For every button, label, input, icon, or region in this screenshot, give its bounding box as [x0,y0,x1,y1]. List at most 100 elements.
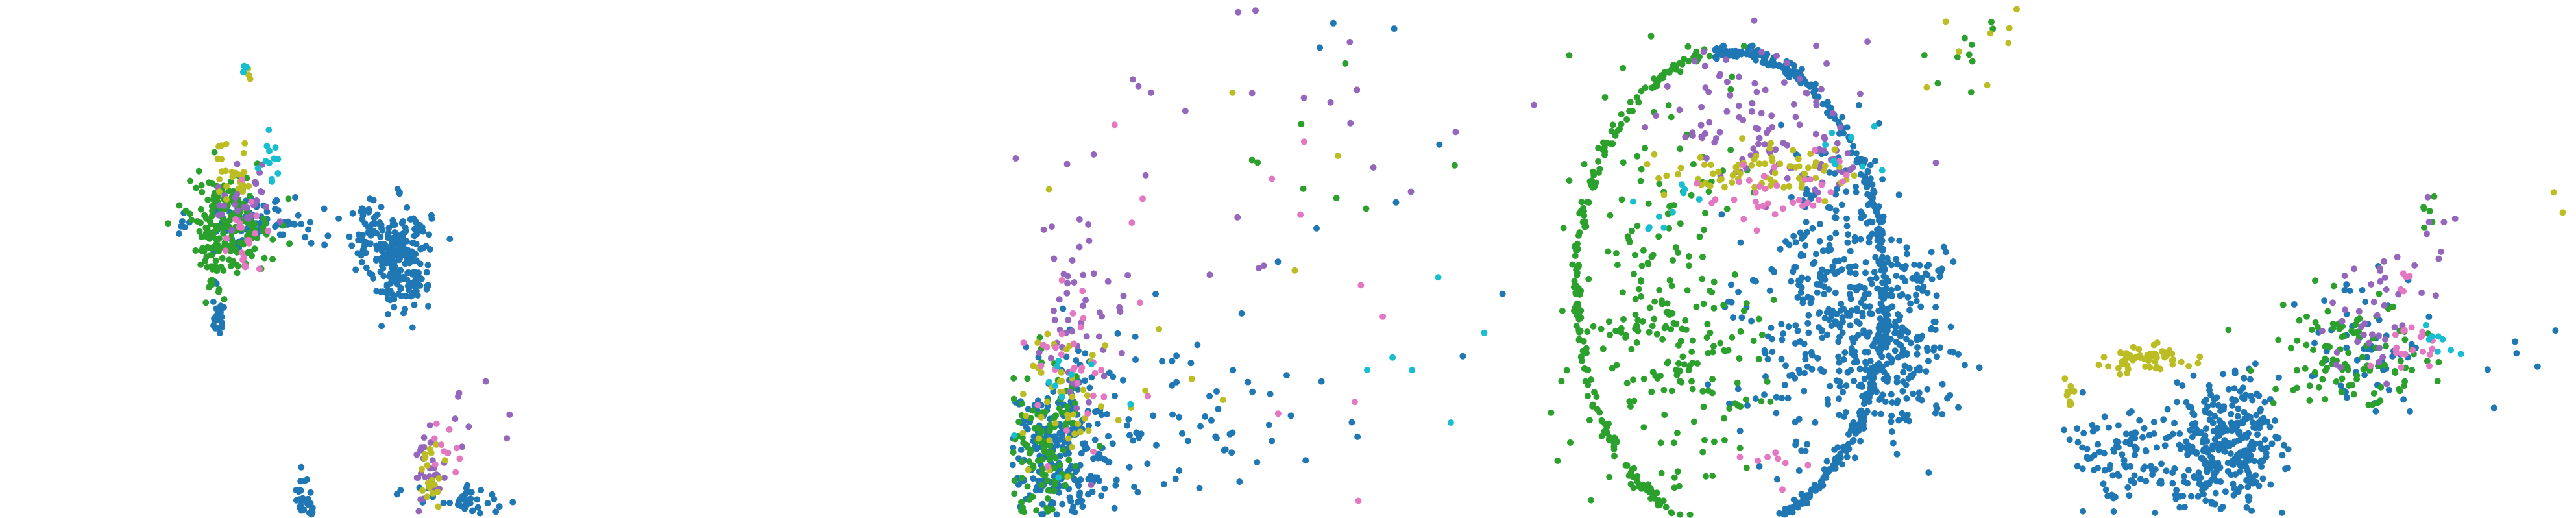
scatter-point [209,281,215,288]
scatter-point [476,510,483,517]
scatter-point [2183,399,2190,406]
scatter-point [2439,336,2446,343]
scatter-point [1065,435,1072,442]
scatter-point [393,491,400,498]
scatter-point [1101,485,1108,492]
scatter-point [2202,497,2209,504]
scatter-point [1798,184,1805,191]
scatter-point [2381,362,2388,369]
scatter-point [2365,339,2372,347]
scatter-point [1647,32,1655,40]
scatter-point [1274,258,1282,265]
scatter-point [1852,270,1859,277]
scatter-point [1795,467,1803,474]
scatter-point [1914,271,1920,278]
scatter-point [1435,274,1442,281]
scatter-point [1828,323,1835,330]
scatter-point [226,256,233,264]
scatter-point [2381,274,2388,281]
scatter-point [1702,210,1708,217]
scatter-point [1145,393,1151,400]
scatter-point [2152,509,2159,516]
scatter-point [2119,451,2126,458]
scatter-point [2321,297,2328,304]
scatter-point [1700,403,1707,410]
scatter-point [1699,449,1707,456]
scatter-point [2343,281,2350,288]
scatter-point [2398,351,2405,358]
scatter-point [1644,161,1651,167]
scatter-point [1944,395,1950,402]
scatter-point [272,144,279,151]
scatter-point [1825,401,1832,408]
scatter-point [1093,454,1100,460]
scatter-point [1689,132,1696,139]
scatter-point [2128,408,2135,415]
scatter-point [1618,121,1625,128]
scatter-point [1755,356,1762,363]
scatter-point [1839,329,1846,336]
scatter-point [1771,211,1779,218]
scatter-point [1056,430,1063,437]
scatter-point [1903,350,1910,357]
scatter-point [1721,415,1727,422]
scatter-point [1807,299,1814,306]
scatter-point [1708,289,1716,296]
scatter-point [2013,6,2020,13]
scatter-point [1888,412,1895,419]
scatter-point [1914,351,1921,358]
scatter-point [1041,471,1049,478]
scatter-point [250,223,257,230]
scatter-point [232,201,239,208]
scatter-point [2398,364,2405,371]
scatter-point [2339,317,2346,325]
scatter-point [1893,450,1901,458]
scatter-point [418,275,425,282]
scatter-point [1799,296,1806,303]
scatter-point [2435,255,2442,262]
scatter-point [2377,397,2384,404]
scatter-point [1039,500,1046,508]
scatter-point [1843,382,1850,389]
scatter-point [2383,380,2390,388]
scatter-point [1623,380,1631,387]
scatter-point [1865,239,1873,246]
scatter-panel-4 [2061,189,2566,516]
scatter-point [2176,430,2183,437]
scatter-point [2202,432,2209,439]
scatter-point [2372,408,2379,415]
scatter-point [1069,393,1076,401]
scatter-point [227,178,234,185]
scatter-point [1347,119,1354,127]
scatter-point [1795,163,1803,170]
scatter-point [2149,471,2156,478]
scatter-point [1855,102,1862,108]
scatter-point [2512,338,2518,345]
scatter-point [178,218,186,225]
scatter-point [1103,411,1110,417]
scatter-point [1018,475,1025,482]
scatter-point [1125,416,1132,423]
scatter-point [1130,76,1136,83]
scatter-point [1638,262,1646,269]
scatter-point [1954,54,1961,60]
scatter-point [1895,417,1902,424]
scatter-point [1075,421,1082,427]
scatter-point [219,324,225,331]
scatter-point [1044,463,1051,470]
scatter-point [1176,413,1183,421]
scatter-point [1786,163,1793,169]
scatter-point [1823,309,1830,316]
scatter-point [2074,463,2081,470]
scatter-point [212,257,219,264]
scatter-point [1696,53,1703,60]
scatter-point [2153,354,2160,361]
scatter-point [1705,88,1712,95]
scatter-point [2406,273,2413,280]
scatter-point [1834,140,1841,147]
scatter-point [2343,344,2350,351]
scatter-point [1739,135,1745,142]
scatter-point [1115,417,1122,424]
scatter-point [1071,509,1078,516]
scatter-point [229,238,236,245]
